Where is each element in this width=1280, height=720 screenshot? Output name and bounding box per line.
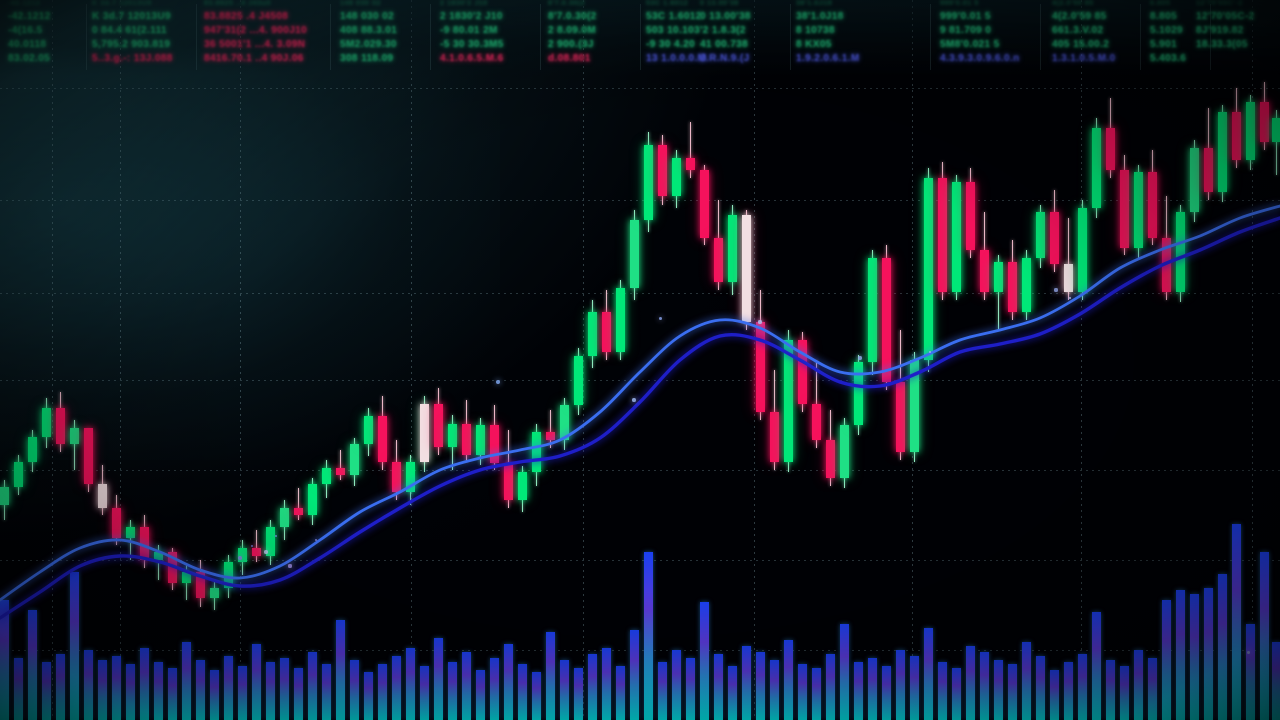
ticker-separator <box>640 4 641 70</box>
ticker-column: 53C 1.6012 53C 1.6012 503 10.103 -9 30 4.20… <box>646 0 706 66</box>
ticker-quote-row: 2 1830'2 J10 <box>440 11 503 22</box>
ticker-quote-row: 8 10738 <box>796 25 835 36</box>
ticker-quote-row: 9 81.709 0 <box>940 25 992 36</box>
ticker-column-header: 4(2.0'59 85 <box>1052 0 1094 7</box>
ticker-quote-row: -5 30 30.3M5 <box>440 39 504 50</box>
ticker-separator <box>86 4 87 70</box>
ticker-quote-row: 13 1.0.0.0.M <box>646 53 707 64</box>
ticker-column-header: 53C 1.6012 <box>646 0 689 7</box>
ticker-quote-row: 40.0118 <box>8 39 47 50</box>
ticker-quote-row: -9 30 4.20 <box>646 39 696 50</box>
ticker-column-header: 38'1.0J18 <box>796 0 833 7</box>
ticker-column-header: -42.1212 <box>8 0 41 7</box>
ticker-quote-row: 83.02.05 <box>8 53 51 64</box>
ticker-quote-row: 18.33.3(05 <box>1196 39 1248 50</box>
ticker-column-header: 12'70'05C'-2 <box>1196 0 1243 7</box>
ticker-column-header: 2 1830'2 J10 <box>440 0 488 7</box>
ticker-quote-row: 53C 1.6012 <box>646 11 702 22</box>
ticker-quote-row: 405 15.00.2 <box>1052 39 1110 50</box>
ticker-column-header: K 3d.7 12013U9 <box>92 0 152 7</box>
ticker-quote-row: 308 118.09 <box>340 53 394 64</box>
ticker-quote-row: 1.3.1.0.5.M.0 <box>1052 53 1116 64</box>
ticker-column-header: 148 030 02 <box>340 0 382 7</box>
ticker-quote-row: 4(2.0'59 85 <box>1052 11 1107 22</box>
ticker-quote-row: 503 10.103 <box>646 25 701 36</box>
ticker-quote-row: 8'7.0.30(2 <box>548 11 597 22</box>
quote-ticker-band: -42.1212 -42.1212 -4(16.5 40.0118 83.02.05 K … <box>0 0 1280 76</box>
ticker-separator <box>430 4 431 70</box>
ticker-quote-row: 2 8.09.0M <box>548 25 597 36</box>
ticker-quote-row: 5.901 <box>1150 39 1178 50</box>
ticker-quote-row: 8J'919.82 <box>1196 25 1244 36</box>
ticker-quote-row: 5M8'0.021 5 <box>940 39 1000 50</box>
ticker-quote-row: -42.1212 <box>8 11 51 22</box>
ticker-column: 12'70'05C'-2 12'70'05C-2 8J'919.82 18.33.3(… <box>1196 0 1255 52</box>
ticker-column: 148 030 02 148 030 02 408 88.3.01 5M2.029.3… <box>340 0 397 66</box>
ticker-column: 8'7.0.30(2 8'7.0.30(2 2 8.09.0M 2 900.(3J d.… <box>548 0 597 66</box>
ticker-separator <box>540 4 541 70</box>
ticker-quote-row: 408 88.3.01 <box>340 25 398 36</box>
ticker-column-header: 8.805 <box>1150 0 1171 7</box>
ticker-quote-row: -4(16.5 <box>8 25 43 36</box>
ticker-quote-row: 5M2.029.30 <box>340 39 397 50</box>
ticker-quote-row: 41 00.738 <box>700 39 749 50</box>
ticker-quote-row: d.08.801 <box>548 53 591 64</box>
ticker-column: -42.1212 -42.1212 -4(16.5 40.0118 83.02.05 <box>8 0 51 66</box>
ticker-quote-row: 5.1029 <box>1150 25 1183 36</box>
ticker-quote-row: 4.1.0.6.5.M.6 <box>440 53 504 64</box>
ticker-quote-row: 8 KX05 <box>796 39 832 50</box>
ticker-column: 8.805 8.805 5.1029 5.901 5.403.6 <box>1150 0 1186 66</box>
ticker-column: K 3d.7 12013U9 K 3d.7 12013U9 0 84.4 61(2.… <box>92 0 173 66</box>
ticker-separator <box>196 4 197 70</box>
ticker-column: 4(2.0'59 85 4(2.0'59 85 661.3.V.02 405 15.0… <box>1052 0 1116 66</box>
ticker-quote-row: '2 1.8.3(2 <box>700 25 746 36</box>
ticker-separator <box>930 4 931 70</box>
ticker-quote-row: 0 13.00'38 <box>700 11 751 22</box>
ticker-quote-row: 8.805 <box>1150 11 1178 22</box>
ticker-quote-row: 83.8825 .4 J4508 <box>204 11 289 22</box>
ticker-quote-row: -9 80.01 2M <box>440 25 498 36</box>
ticker-quote-row: 0.R.N.9.(J <box>700 53 750 64</box>
ticker-separator <box>790 4 791 70</box>
ticker-quote-row: 4.3.9.3.0.9.6.0.n <box>940 53 1020 64</box>
ticker-quote-row: 36 5001'1 ...4. 3.09N <box>204 39 306 50</box>
ticker-column-header: 8'7.0.30(2 <box>548 0 586 7</box>
ticker-quote-row: 8416.70.1 ..4 90J.06 <box>204 53 304 64</box>
ticker-quote-row: 2 900.(3J <box>548 39 594 50</box>
ticker-quote-row: 661.3.V.02 <box>1052 25 1104 36</box>
ticker-column-header: 0 13.00'38 <box>700 0 739 7</box>
ticker-quote-row: 5..3.g.-: 13J.088 <box>92 53 173 64</box>
ticker-column: 2 1830'2 J10 2 1830'2 J10 -9 80.01 2M -5 30… <box>440 0 504 66</box>
ticker-column-header: 83.8825 ..4 J43u0 <box>204 0 272 7</box>
ticker-quote-row: 5.403.6 <box>1150 53 1187 64</box>
ticker-column: 0 13.00'38 0 13.00'38 '2 1.8.3(2 41 00.738 0… <box>700 0 751 66</box>
ticker-column: 83.8825 ..4 J43u0 83.8825 .4 J4508 947'31(… <box>204 0 307 66</box>
ticker-quote-row: 5,795.2 903.819 <box>92 39 171 50</box>
ticker-quote-row: 947'31(2 ...4. 900J10 <box>204 25 308 36</box>
ticker-quote-row: 1.9.2.0.6.1.M <box>796 53 860 64</box>
ticker-separator <box>330 4 331 70</box>
ticker-column: 999'0.01 5 999'0.01 5 9 81.709 0 5M8'0.021 … <box>940 0 1020 66</box>
ma-slow-line <box>0 216 1280 620</box>
ticker-quote-row: 999'0.01 5 <box>940 11 991 22</box>
ticker-column-header: 999'0.01 5 <box>940 0 979 7</box>
ticker-quote-row: 12'70'05C-2 <box>1196 11 1255 22</box>
ticker-quote-row: 148 030 02 <box>340 11 395 22</box>
ticker-quote-row: K 3d.7 12013U9 <box>92 11 171 22</box>
ticker-quote-row: 38'1.0J18 <box>796 11 844 22</box>
ticker-column: 38'1.0J18 38'1.0J18 8 10738 8 KX05 1.9.2.0.6… <box>796 0 860 66</box>
ticker-quote-row: 0 84.4 61(2.111 <box>92 25 167 36</box>
ticker-separator <box>1140 4 1141 70</box>
ticker-separator <box>1040 4 1041 70</box>
